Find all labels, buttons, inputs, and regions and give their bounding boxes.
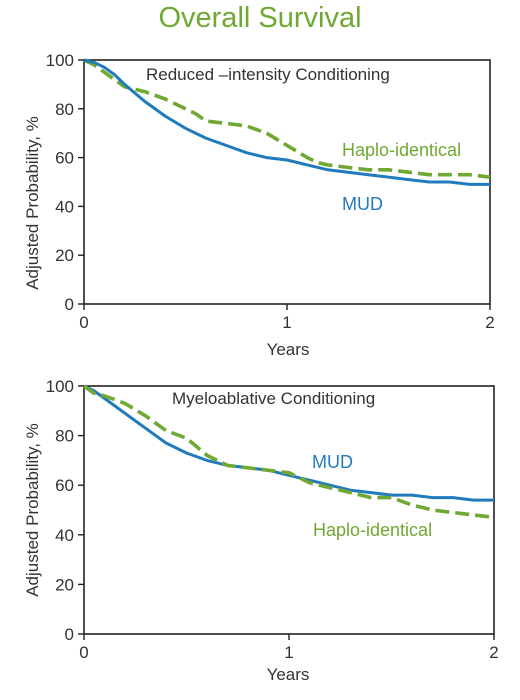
y-tick-label: 60: [55, 476, 74, 495]
chart-subtitle: Myeloablative Conditioning: [172, 389, 375, 408]
annotation-haplo-identical: Haplo-identical: [313, 520, 432, 540]
series-layer: [82, 384, 495, 520]
y-tick-label: 20: [55, 246, 74, 265]
y-tick-label: 0: [65, 625, 74, 644]
series-line-mud: [83, 384, 494, 502]
y-axis-label: Adjusted Probability, %: [23, 423, 42, 597]
x-tick-label: 0: [79, 643, 88, 662]
y-tick-label: 100: [46, 51, 74, 70]
y-tick-label: 100: [46, 377, 74, 396]
annotation-mud: MUD: [312, 452, 353, 472]
x-tick-label: 1: [284, 643, 293, 662]
y-axis-label: Adjusted Probability, %: [23, 116, 42, 290]
axes: 0 20 40 60 80 100 0 1 2: [46, 51, 495, 332]
y-tick-label: 80: [55, 427, 74, 446]
y-tick-label: 0: [65, 295, 74, 314]
series-line-haplo-identical: [82, 384, 495, 520]
x-tick-label: 1: [282, 313, 291, 332]
annotation-mud: MUD: [342, 194, 383, 214]
series-line-mud: [83, 58, 490, 186]
chart-subtitle: Reduced –intensity Conditioning: [146, 65, 390, 84]
annotation-haplo-identical: Haplo-identical: [342, 140, 461, 160]
x-tick-label: 2: [489, 643, 498, 662]
y-tick-label: 80: [55, 100, 74, 119]
y-tick-label: 60: [55, 149, 74, 168]
series-line-haplo-identical: [83, 58, 491, 179]
y-tick-label: 40: [55, 526, 74, 545]
axes: 0 20 40 60 80 100 0 1 2: [46, 377, 499, 662]
page-title: Overall Survival: [158, 2, 362, 34]
series-layer: [83, 58, 491, 186]
plot-frame: [83, 385, 495, 635]
y-tick-label: 20: [55, 575, 74, 594]
x-axis-label: Years: [267, 665, 310, 684]
x-tick-label: 0: [79, 313, 88, 332]
x-axis-label: Years: [267, 340, 310, 359]
y-tick-label: 40: [55, 197, 74, 216]
x-tick-label: 2: [485, 313, 494, 332]
